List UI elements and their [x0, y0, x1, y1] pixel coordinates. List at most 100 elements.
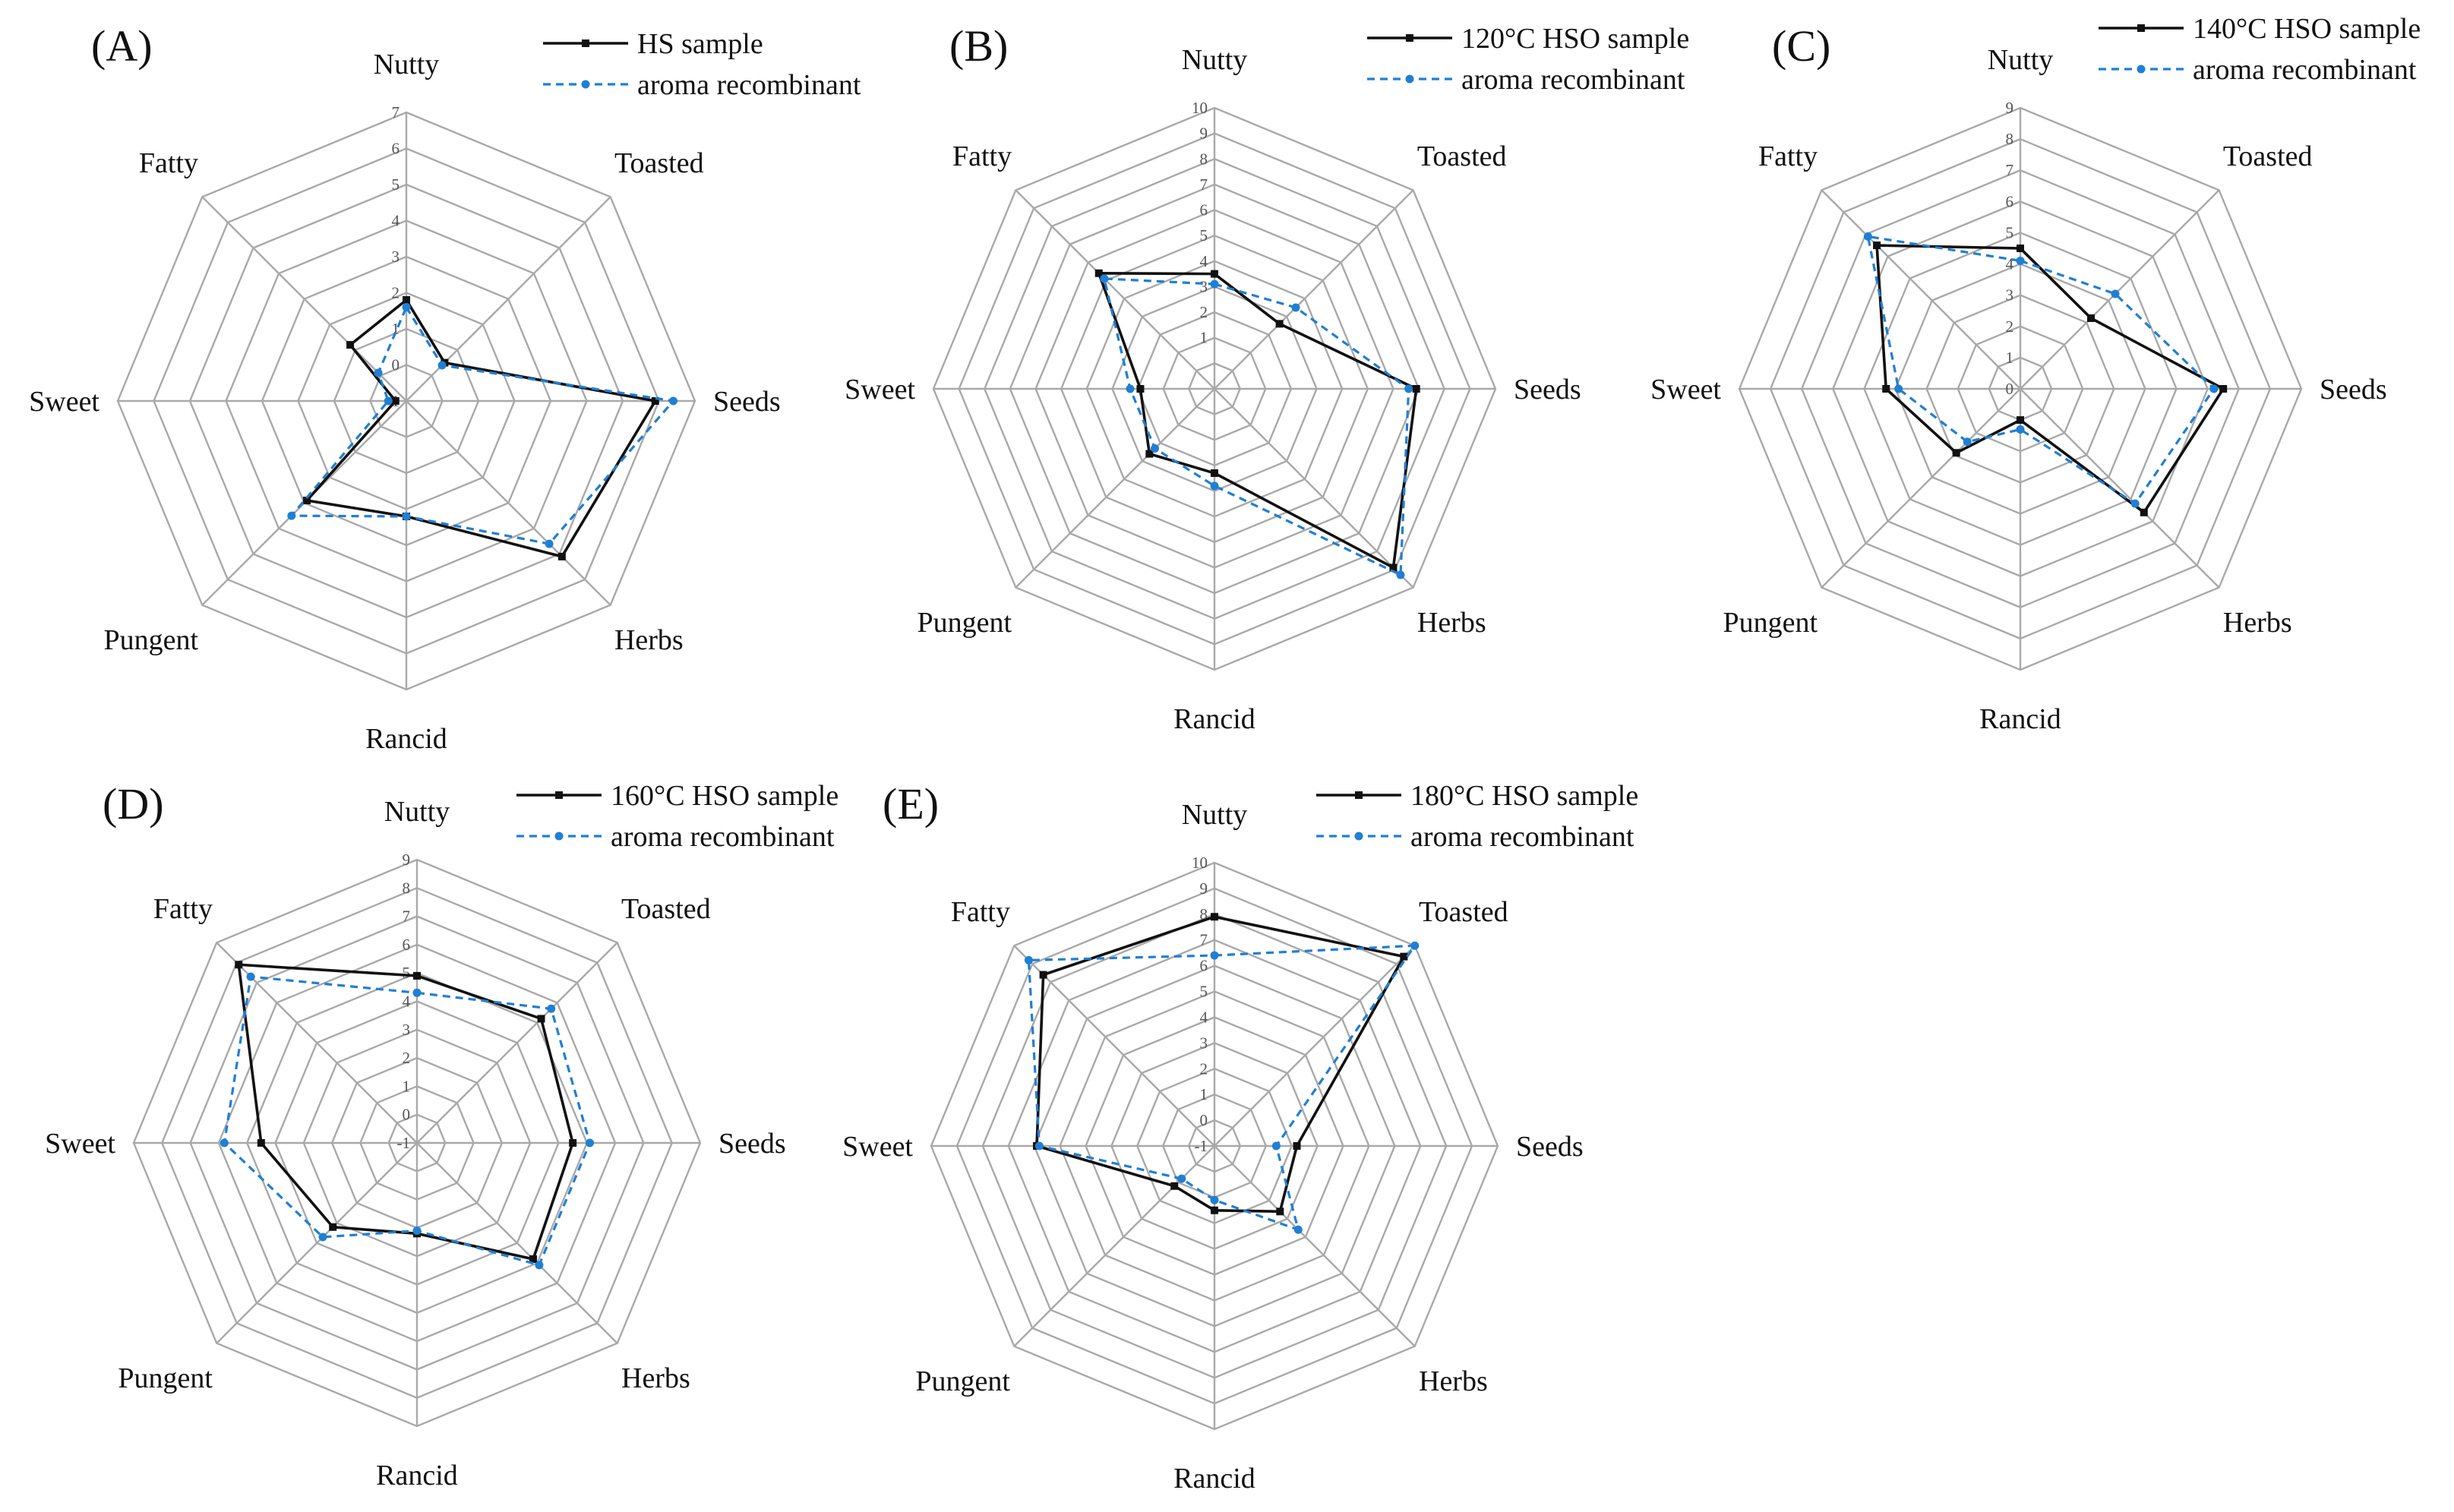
axis-label-seeds: Seeds — [1514, 374, 1581, 406]
tick-label: 9 — [1200, 879, 1208, 898]
sample-data-point — [2140, 508, 2148, 516]
recombinant-data-point — [669, 396, 677, 406]
recombinant-data-point — [412, 1226, 422, 1236]
tick-label: 5 — [1200, 226, 1208, 245]
sample-data-point — [329, 1223, 337, 1231]
legend-marker — [1406, 34, 1413, 42]
tick-label: 7 — [1200, 175, 1208, 194]
recombinant-series-line — [1027, 944, 1417, 1232]
axis-spoke — [2020, 189, 2220, 390]
tick-label: 6 — [403, 936, 411, 954]
tick-label: 0 — [2006, 380, 2014, 398]
tick-label: 6 — [1200, 201, 1208, 219]
legend-marker — [1355, 791, 1363, 799]
radar-panel-a: -101234567NuttyToastedSeedsHerbsRancidPu… — [29, 21, 861, 755]
recombinant-data-point — [1293, 1225, 1303, 1234]
tick-label: 2 — [392, 284, 400, 302]
recombinant-data-point — [1151, 443, 1160, 453]
tick-label: 2 — [2006, 317, 2014, 336]
axis-spoke — [1214, 189, 1414, 390]
tick-label: 0 — [403, 1106, 411, 1124]
recombinant-data-point — [1396, 570, 1405, 579]
tick-label: 7 — [403, 908, 411, 926]
axis-spoke — [1214, 388, 1414, 589]
tick-label: 8 — [403, 879, 411, 897]
sample-data-point — [1211, 1206, 1218, 1214]
axis-label-fatty: Fatty — [952, 140, 1012, 172]
recombinant-data-point — [374, 368, 383, 377]
axis-label-herbs: Herbs — [2223, 607, 2292, 639]
sample-data-point — [2017, 245, 2024, 252]
recombinant-data-point — [402, 303, 411, 311]
recombinant-data-point — [547, 1004, 556, 1013]
sample-data-point — [346, 341, 355, 349]
legend-sample-label: HS sample — [637, 28, 763, 60]
legend-marker — [582, 39, 589, 47]
tick-label: 4 — [403, 993, 411, 1011]
axis-spoke — [201, 196, 407, 402]
axis-label-toasted: Toasted — [1417, 140, 1507, 172]
panel-label: (B) — [949, 21, 1008, 71]
tick-label: 4 — [1200, 1008, 1208, 1026]
axis-spoke — [1015, 189, 1215, 390]
sample-data-point — [1211, 270, 1218, 278]
recombinant-data-point — [1894, 384, 1903, 393]
sample-data-point — [1170, 1182, 1179, 1190]
sample-data-point — [391, 397, 400, 405]
recombinant-data-point — [1210, 481, 1219, 491]
tick-label: 4 — [1200, 252, 1208, 270]
legend-sample-label: 140°C HSO sample — [2193, 13, 2421, 45]
sample-data-point — [569, 1139, 577, 1147]
tick-label: 10 — [1192, 99, 1208, 117]
axis-label-seeds: Seeds — [1516, 1131, 1584, 1163]
sample-data-point — [557, 552, 566, 560]
axis-label-sweet: Sweet — [1650, 374, 1721, 406]
axis-spoke — [216, 1142, 418, 1344]
tick-label: 1 — [1200, 329, 1208, 347]
legend-recombinant-label: aroma recombinant — [1461, 64, 1685, 96]
axis-label-pungent: Pungent — [118, 1362, 213, 1394]
radar-panel-d: -1 0 1 2 3 4 5 6 7 8 9 Nutty Toasted Seeds Herbs Rancid… — [45, 779, 839, 1491]
legend-recombinant-label: aroma recombinant — [637, 69, 861, 101]
legend-marker — [2137, 65, 2146, 74]
axis-label-nutty: Nutty — [1182, 44, 1248, 76]
axis-label-fatty: Fatty — [153, 893, 213, 925]
radar-panel-b: 1 2 3 4 5 6 7 8 9 10 Nutty Toasted Seeds Herbs Rancid P… — [845, 21, 1689, 735]
recombinant-data-point — [220, 1138, 229, 1147]
recombinant-data-point — [1291, 303, 1300, 312]
recombinant-data-point — [287, 511, 296, 520]
axis-label-nutty: Nutty — [384, 796, 450, 828]
tick-label: -1 — [1195, 1137, 1208, 1155]
tick-label: 7 — [2006, 161, 2014, 179]
axis-label-toasted: Toasted — [2223, 140, 2313, 172]
recombinant-data-point — [2111, 289, 2120, 298]
tick-label: 7 — [1200, 931, 1208, 949]
axis-spoke — [1214, 1145, 1416, 1347]
sample-data-point — [257, 1139, 265, 1147]
recombinant-data-point — [2016, 256, 2025, 265]
axis-label-pungent: Pungent — [103, 624, 198, 656]
sample-data-point — [413, 971, 421, 980]
tick-label: 3 — [2006, 286, 2014, 305]
sample-data-point — [235, 961, 243, 969]
sample-series-line — [1875, 244, 2225, 515]
axis-label-seeds: Seeds — [713, 386, 781, 418]
sample-data-point — [1293, 1142, 1301, 1150]
panel-label: (C) — [1772, 21, 1830, 71]
tick-label: 6 — [1200, 957, 1208, 975]
sample-data-point — [1882, 385, 1890, 393]
tick-label: 1 — [403, 1077, 411, 1095]
recombinant-data-point — [402, 512, 411, 521]
axis-spoke — [416, 942, 618, 1144]
tick-label: 9 — [2006, 99, 2014, 117]
tick-label: 9 — [1200, 125, 1208, 143]
axis-label-pungent: Pungent — [1723, 607, 1818, 639]
legend-sample-label: 120°C HSO sample — [1461, 23, 1689, 55]
legend-marker — [555, 791, 563, 799]
legend-marker — [581, 80, 590, 89]
recombinant-data-point — [1404, 384, 1413, 393]
legend-marker — [2137, 24, 2145, 32]
sample-data-point — [1211, 913, 1218, 921]
radar-panel-c: 0 1 2 3 4 5 6 7 8 9 Nutty Toasted Seeds Herbs Rancid Pu… — [1650, 13, 2421, 735]
recombinant-data-point — [1210, 1195, 1219, 1204]
